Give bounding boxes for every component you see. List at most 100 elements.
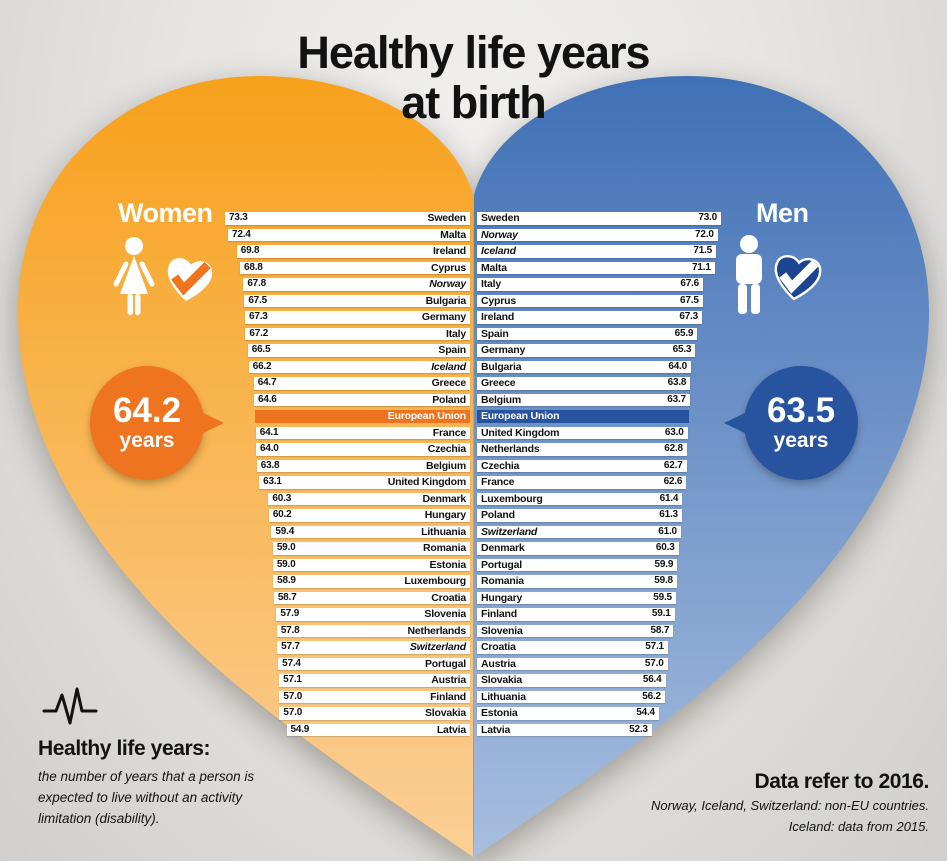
country-label: Romania xyxy=(481,575,524,588)
bar-row: Netherlands 62.8 xyxy=(477,441,947,458)
value-label: 64.0 xyxy=(668,360,687,372)
country-bar: Latvia 52.3 xyxy=(477,723,652,737)
country-label: Austria xyxy=(481,657,516,670)
value-label: 67.3 xyxy=(679,311,698,323)
men-average-value: 63.5 xyxy=(766,390,836,430)
country-label: Czechia xyxy=(481,459,520,472)
value-label: 59.9 xyxy=(654,558,674,570)
country-label: Cyprus xyxy=(431,261,466,274)
country-label: Estonia xyxy=(481,707,518,720)
value-label: 62.6 xyxy=(663,476,683,488)
bar-row: Austria 57.0 xyxy=(477,656,947,673)
bar-row: 67.2 Italy xyxy=(0,326,470,343)
country-bar: 57.9 Slovenia xyxy=(276,608,470,621)
country-label: Belgium xyxy=(425,459,466,472)
country-bar: Netherlands 62.8 xyxy=(477,443,687,456)
country-bar: 64.6 Poland xyxy=(254,393,470,407)
value-label: 59.5 xyxy=(653,591,672,603)
bar-row: Norway 72.0 xyxy=(477,227,947,244)
value-label: 67.5 xyxy=(680,294,699,306)
bar-row: 64.6 Poland xyxy=(0,392,470,409)
country-label: Italy xyxy=(481,278,502,291)
country-bar: 54.9 Latvia xyxy=(286,723,470,737)
country-label: Slovenia xyxy=(424,608,466,621)
country-label: Greece xyxy=(431,377,467,390)
country-label: Slovakia xyxy=(424,707,466,720)
country-label: Switzerland xyxy=(409,641,466,654)
country-label: European Union xyxy=(387,410,466,423)
country-bar: France 62.6 xyxy=(477,476,687,489)
value-label: 73.3 xyxy=(229,212,248,224)
bar-row: 66.5 Spain xyxy=(0,342,470,359)
country-label: France xyxy=(432,426,466,439)
country-bar: Slovenia 58.7 xyxy=(477,624,674,638)
definition-note: Healthy life years: the number of years … xyxy=(38,680,280,830)
country-label: Czechia xyxy=(427,443,466,456)
country-bar: Finland 59.1 xyxy=(477,608,675,621)
country-bar: Bulgaria 64.0 xyxy=(477,360,691,374)
country-label: United Kingdom xyxy=(387,476,466,489)
bar-row: Portugal 59.9 xyxy=(477,557,947,574)
bar-row: 66.2 Iceland xyxy=(0,359,470,376)
value-label: 58.7 xyxy=(650,624,670,636)
country-label: Hungary xyxy=(481,591,523,604)
bar-row: Denmark 60.3 xyxy=(477,540,947,557)
men-label: Men xyxy=(756,198,809,228)
bar-row: 57.0 Slovakia xyxy=(0,705,470,722)
country-label: Poland xyxy=(481,509,515,522)
bar-row: 57.8 Netherlands xyxy=(0,623,470,640)
country-label: Austria xyxy=(431,674,466,687)
country-label: Portugal xyxy=(425,657,466,670)
pulse-icon xyxy=(42,687,98,725)
country-bar: Croatia 57.1 xyxy=(477,641,668,654)
bar-row: 64.7 Greece xyxy=(0,375,470,392)
country-label: Ireland xyxy=(432,245,466,258)
country-label: Sweden xyxy=(481,212,520,225)
country-bar: 57.0 Slovakia xyxy=(279,707,470,720)
country-label: Luxembourg xyxy=(404,575,466,588)
country-bar: 57.4 Portugal xyxy=(278,657,470,671)
men-average-circle: 63.5 years xyxy=(744,366,858,480)
bar-row: 57.9 Slovenia xyxy=(0,606,470,623)
country-bar: 59.0 Estonia xyxy=(272,558,470,572)
country-bar: Belgium 63.7 xyxy=(477,393,690,407)
bar-row: 57.1 Austria xyxy=(0,672,470,689)
country-label: Portugal xyxy=(481,558,522,571)
bar-row: 72.4 Malta xyxy=(0,227,470,244)
country-label: Finland xyxy=(430,690,466,703)
bar-row: 63.1 United Kingdom xyxy=(0,474,470,491)
value-label: 57.8 xyxy=(280,624,300,636)
men-figure-group xyxy=(730,234,826,326)
bar-row: 63.8 Belgium xyxy=(0,458,470,475)
value-label: 57.7 xyxy=(281,641,300,653)
value-label: 60.3 xyxy=(655,542,675,554)
country-bar: 60.2 Hungary xyxy=(268,509,470,522)
bar-row: 59.0 Romania xyxy=(0,540,470,557)
value-label: 58.7 xyxy=(277,591,297,603)
country-bar: Poland 61.3 xyxy=(477,509,682,522)
women-average-value: 64.2 xyxy=(112,390,182,430)
country-bar: 63.8 Belgium xyxy=(256,459,470,473)
country-label: Denmark xyxy=(481,542,525,555)
source-note-line1: Norway, Iceland, Switzerland: non-EU cou… xyxy=(651,798,929,813)
country-bar: 67.5 Bulgaria xyxy=(244,294,470,308)
country-bar: Greece 63.8 xyxy=(477,377,691,390)
women-average-callout: 64.2 years xyxy=(90,366,224,480)
note-body: the number of years that a person is exp… xyxy=(38,769,255,826)
country-bar: 58.7 Croatia xyxy=(273,591,470,605)
bar-row: Germany 65.3 xyxy=(477,342,947,359)
country-label: Slovenia xyxy=(481,624,523,637)
country-label: Iceland xyxy=(431,360,466,373)
bar-row: 67.8 Norway xyxy=(0,276,470,293)
value-label: 62.7 xyxy=(663,459,683,471)
value-label: 72.0 xyxy=(695,228,714,240)
country-bar: 57.7 Switzerland xyxy=(277,641,470,654)
country-bar: Norway 72.0 xyxy=(477,228,718,242)
country-bar: 57.0 Finland xyxy=(279,690,470,704)
value-label: 68.8 xyxy=(244,261,263,273)
value-label: 73.0 xyxy=(698,212,717,224)
bar-row: 60.3 Denmark xyxy=(0,491,470,508)
note-title: Healthy life years: xyxy=(38,737,211,760)
value-label: 67.2 xyxy=(249,327,269,339)
country-label: Germany xyxy=(421,311,466,324)
